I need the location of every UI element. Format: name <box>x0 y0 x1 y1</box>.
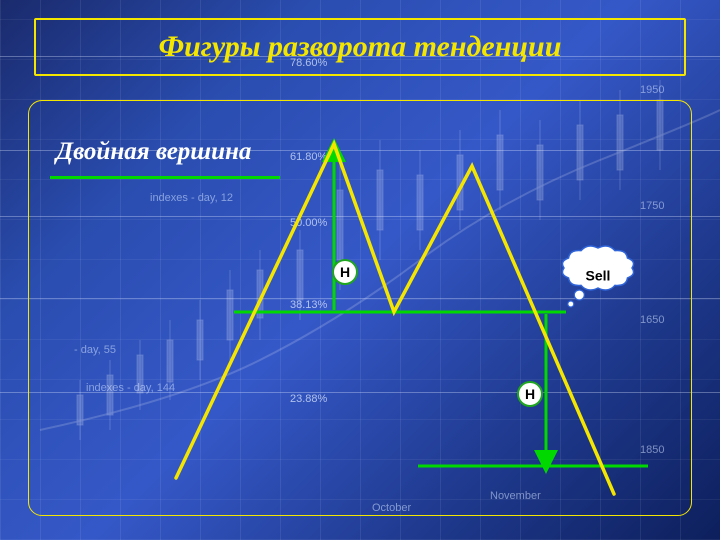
sell-cloud: Sell <box>550 234 646 320</box>
h-label: H <box>525 386 535 402</box>
h-badge-2: H <box>517 381 543 407</box>
h-badge-1: H <box>332 259 358 285</box>
sell-text: Sell <box>586 268 611 284</box>
h-label: H <box>340 264 350 280</box>
